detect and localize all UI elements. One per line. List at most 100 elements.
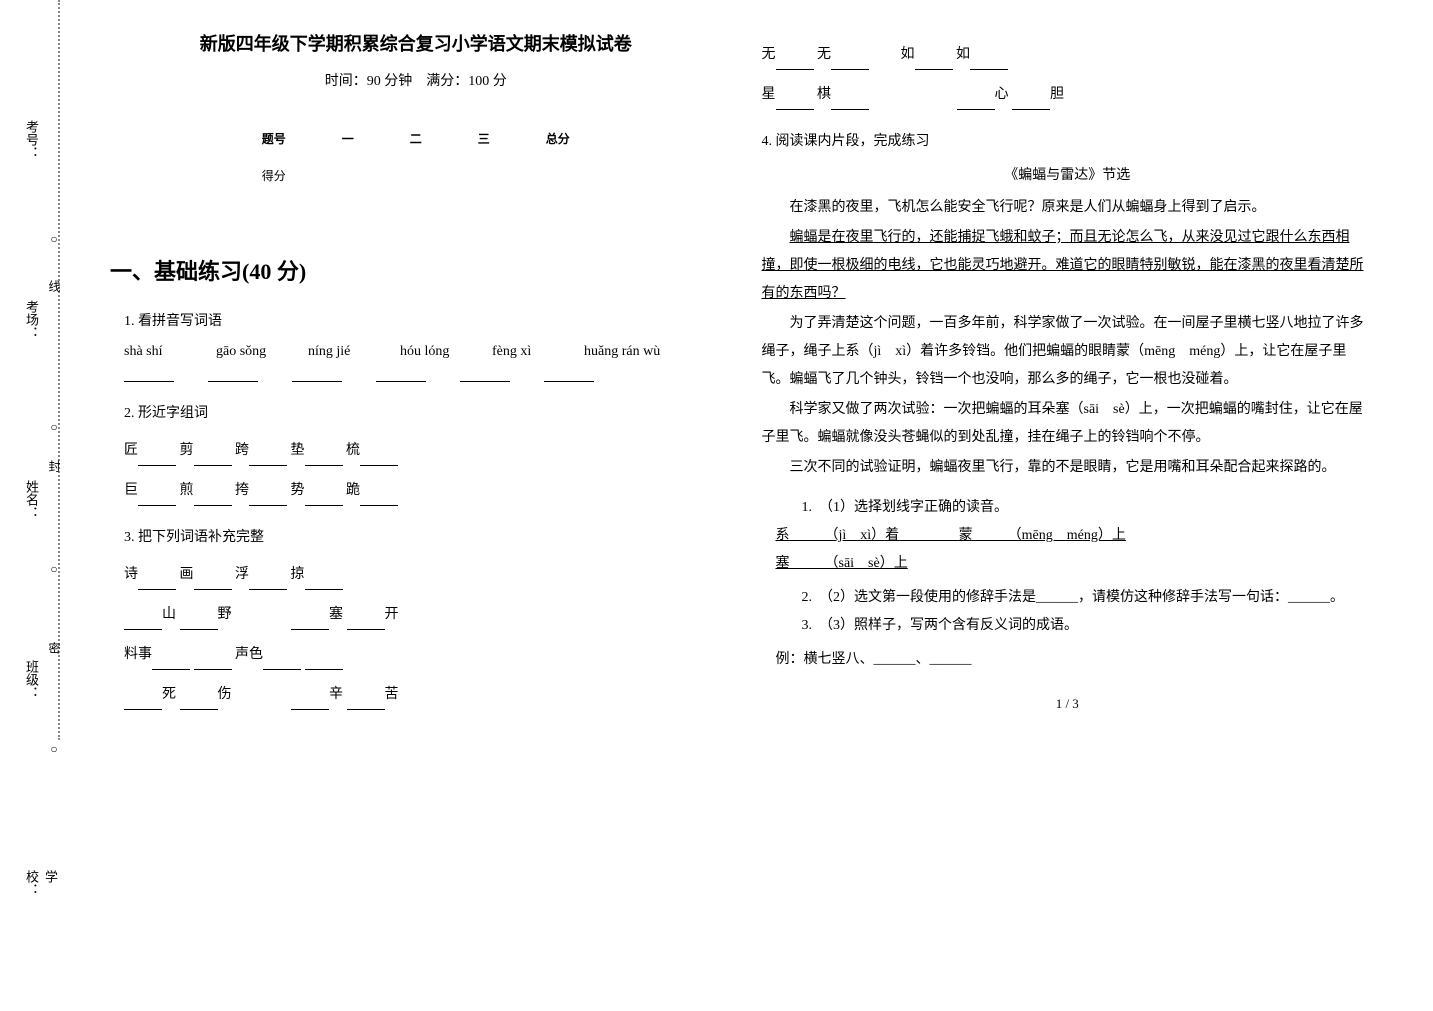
q2-char: 挎 xyxy=(235,483,249,498)
q3-char: 如 xyxy=(956,47,970,62)
pinyin-cell: gāo sǒng xyxy=(216,344,274,360)
q1-pinyin-row: shà shí gāo sǒng níng jié hóu lóng fèng … xyxy=(124,344,722,360)
blank xyxy=(194,448,232,466)
blank xyxy=(347,692,385,710)
blank xyxy=(360,488,398,506)
score-header-row: 题号 一 二 三 总分 xyxy=(234,120,598,157)
q3-row5: 无 无 如 如 xyxy=(762,40,1374,70)
q3-char: 无 xyxy=(762,47,776,62)
blank xyxy=(208,364,258,382)
q4-para2-underline: 蝙蝠是在夜里飞行的，还能捕捉飞蛾和蚊子；而且无论怎么飞，从来没见过它跟什么东西相… xyxy=(762,224,1374,308)
doc-title: 新版四年级下学期积累综合复习小学语文期末模拟试卷 xyxy=(110,30,722,56)
q3-char: 星 xyxy=(762,87,776,102)
gutter-label-name: 姓名： xyxy=(22,480,41,519)
pinyin-cell: shà shí xyxy=(124,344,182,360)
q2-char: 煎 xyxy=(180,483,194,498)
section-1-heading: 一、基础练习(40 分) xyxy=(110,254,722,286)
q2-char: 跪 xyxy=(346,483,360,498)
gutter-label-class: 班级： xyxy=(22,660,41,699)
q3-char: 画 xyxy=(180,567,194,582)
q4-reading-1: 系 （jì xì）着 蒙 （mēng méng）上 xyxy=(776,524,1374,544)
blank xyxy=(776,92,814,110)
q3-row3: 料事 声色 xyxy=(124,640,722,670)
seal-char-feng: 封 xyxy=(46,460,63,472)
blank xyxy=(249,488,287,506)
q4-subtitle: 《蝙蝠与雷达》节选 xyxy=(762,164,1374,184)
q3-char: 浮 xyxy=(235,567,249,582)
blank xyxy=(194,488,232,506)
page-number: 1 / 3 xyxy=(762,696,1374,712)
pinyin-cell: huǎng rán wù xyxy=(584,344,660,360)
q2-char: 剪 xyxy=(180,443,194,458)
q4-para1: 在漆黑的夜里，飞机怎么能安全飞行呢？原来是人们从蝙蝠身上得到了启示。 xyxy=(762,194,1374,222)
q4-sub1: 1. （1）选择划线字正确的读音。 xyxy=(802,496,1374,516)
q2-char: 跨 xyxy=(235,443,249,458)
q2-char: 垫 xyxy=(291,443,305,458)
score-header-cell: 一 xyxy=(314,120,382,157)
q3-char: 野 xyxy=(218,607,232,622)
blank xyxy=(347,612,385,630)
score-cell xyxy=(450,157,518,194)
blank xyxy=(180,692,218,710)
blank xyxy=(124,692,162,710)
gutter-label-school: 学校： xyxy=(22,870,60,896)
q3-char: 棋 xyxy=(817,87,831,102)
blank xyxy=(180,612,218,630)
score-cell xyxy=(382,157,450,194)
blank xyxy=(249,448,287,466)
blank xyxy=(138,448,176,466)
q1-label: 1. 看拼音写词语 xyxy=(124,310,722,330)
blank xyxy=(957,92,995,110)
right-column: 无 无 如 如 星 棋 心 胆 4. 阅读课内片段，完成练习 《蝙蝠与雷达》节选… xyxy=(742,30,1394,720)
q2-char: 梳 xyxy=(346,443,360,458)
q3-char: 塞 xyxy=(329,607,343,622)
blank xyxy=(138,572,176,590)
blank xyxy=(305,652,343,670)
seal-circle-icon: ○ xyxy=(46,420,61,434)
blank xyxy=(305,448,343,466)
blank xyxy=(460,364,510,382)
q2-label: 2. 形近字组词 xyxy=(124,402,722,422)
seal-circle-icon: ○ xyxy=(46,742,61,756)
blank xyxy=(124,364,174,382)
blank xyxy=(915,52,953,70)
blank xyxy=(291,692,329,710)
pinyin-cell: hóu lóng xyxy=(400,344,458,360)
blank xyxy=(152,652,190,670)
blank xyxy=(970,52,1008,70)
seal-circle-icon: ○ xyxy=(46,232,61,246)
q4-sub3: 3. （3）照样子，写两个含有反义词的成语。 xyxy=(802,614,1374,634)
q3-char: 掠 xyxy=(291,567,305,582)
blank xyxy=(376,364,426,382)
q4-reading-sai: 塞 （sāi sè）上 xyxy=(776,556,908,571)
q3-char: 开 xyxy=(385,607,399,622)
q3-label: 3. 把下列词语补充完整 xyxy=(124,526,722,546)
q3-char: 胆 xyxy=(1050,87,1064,102)
score-header-cell: 二 xyxy=(382,120,450,157)
q4-subquestions: 1. （1）选择划线字正确的读音。 xyxy=(802,496,1374,516)
q2-char: 匠 xyxy=(124,443,138,458)
seal-char-mi: 密 xyxy=(46,642,63,654)
q3-char: 山 xyxy=(162,607,176,622)
q4-reading-meng: 蒙 （mēng méng）上 xyxy=(959,528,1126,543)
q3-row2: 山 野 塞 开 xyxy=(124,600,722,630)
q4-reading-2: 塞 （sāi sè）上 xyxy=(776,552,1374,572)
q3-char: 苦 xyxy=(385,687,399,702)
score-header-cell: 三 xyxy=(450,120,518,157)
score-table: 题号 一 二 三 总分 得分 xyxy=(234,120,598,194)
q3-char: 辛 xyxy=(329,687,343,702)
q2-row1: 匠 剪 跨 垫 梳 xyxy=(124,436,722,466)
blank xyxy=(124,612,162,630)
q2-row2: 巨 煎 挎 势 跪 xyxy=(124,476,722,506)
q3-row6: 星 棋 心 胆 xyxy=(762,80,1374,110)
blank xyxy=(831,52,869,70)
score-header-cell: 总分 xyxy=(518,120,598,157)
seal-circle-icon: ○ xyxy=(46,562,61,576)
binding-gutter: 考号： 考场： 姓名： 班级： 学校： ○ 密 ○ 封 ○ 线 ○ xyxy=(0,0,60,740)
pinyin-cell: fèng xì xyxy=(492,344,550,360)
blank xyxy=(305,572,343,590)
q4-reading-xi: 系 （jì xì）着 xyxy=(776,528,900,543)
blank xyxy=(138,488,176,506)
q3-word: 料事 xyxy=(124,647,152,662)
score-cell xyxy=(314,157,382,194)
